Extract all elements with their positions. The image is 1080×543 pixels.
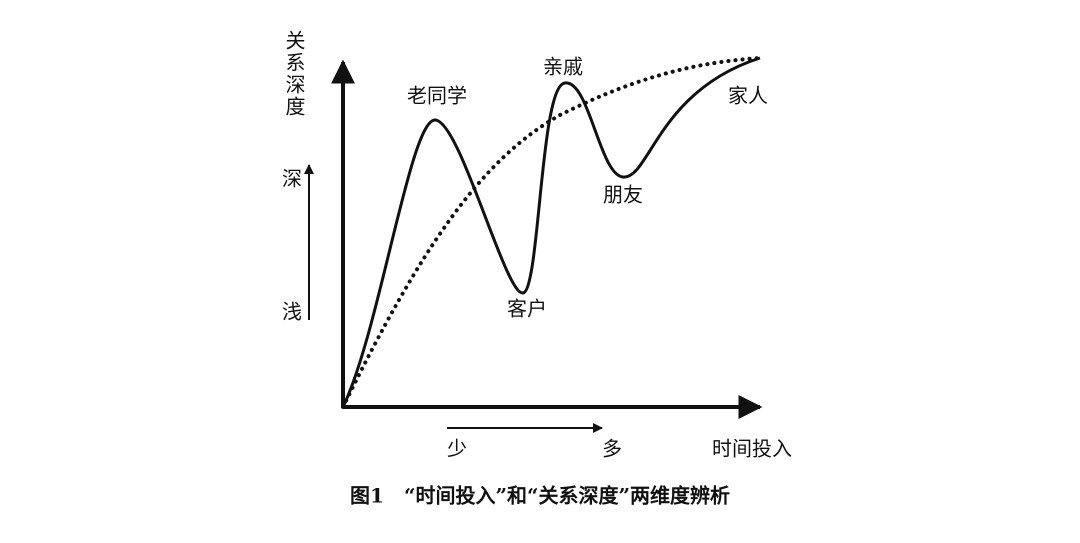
curve-label: 老同学	[407, 84, 467, 108]
curve-label: 亲戚	[543, 55, 583, 79]
caption: 图1 “时间投入”和“关系深度”两维度辨析	[350, 484, 730, 508]
y-low-label: 浅	[282, 300, 302, 324]
y-high-label: 深	[282, 167, 302, 191]
curve-label: 客户	[507, 297, 547, 321]
relationship-curve	[341, 56, 761, 408]
x-low-label: 少	[447, 437, 467, 461]
curve-label: 家人	[728, 84, 768, 108]
x-high-label: 多	[602, 437, 622, 461]
trend-curve	[341, 56, 762, 409]
curve-label: 朋友	[603, 183, 643, 207]
x-axis-label: 时间投入	[712, 437, 792, 461]
y-axis-label: 关系深度	[282, 30, 306, 118]
